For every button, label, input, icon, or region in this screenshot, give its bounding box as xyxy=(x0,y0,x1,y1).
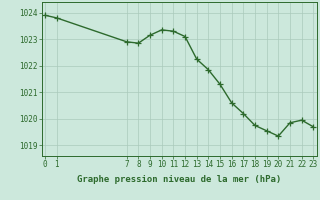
X-axis label: Graphe pression niveau de la mer (hPa): Graphe pression niveau de la mer (hPa) xyxy=(77,175,281,184)
